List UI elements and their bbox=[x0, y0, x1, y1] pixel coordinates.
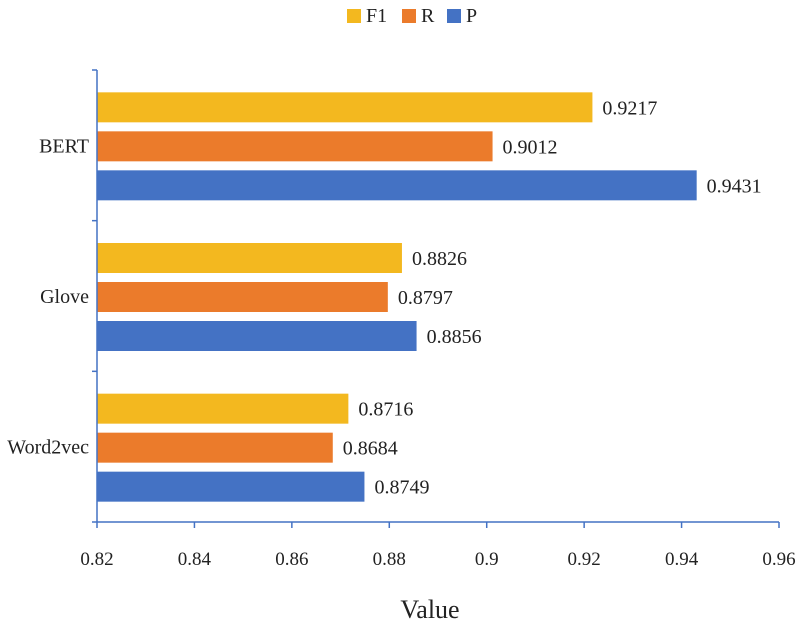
data-label-bert-p: 0.9431 bbox=[707, 175, 762, 197]
x-tick-label: 0.88 bbox=[373, 549, 406, 570]
bar-bert-p bbox=[97, 170, 697, 201]
category-label-glove: Glove bbox=[40, 286, 89, 308]
bar-bert-r bbox=[97, 131, 493, 162]
x-tick-label: 0.94 bbox=[665, 549, 699, 570]
legend-label-f1: F1 bbox=[366, 5, 387, 27]
data-label-bert-f1: 0.9217 bbox=[602, 97, 657, 119]
legend-swatch-r bbox=[402, 9, 416, 23]
category-label-word2vec: Word2vec bbox=[7, 437, 89, 459]
x-axis-title: Value bbox=[400, 595, 459, 624]
legend-label-p: P bbox=[466, 5, 477, 27]
bars bbox=[97, 92, 697, 502]
labels: 0.9217 0.9012 0.9431 BERT 0.8826 0.8797 0.8856… bbox=[7, 97, 795, 570]
axes bbox=[92, 69, 780, 528]
data-label-word2vec-f1: 0.8716 bbox=[358, 399, 413, 421]
data-label-word2vec-p: 0.8749 bbox=[374, 477, 429, 499]
legend-swatch-f1 bbox=[347, 9, 361, 23]
bar-bert-f1 bbox=[97, 92, 593, 123]
legend-label-r: R bbox=[421, 5, 435, 27]
data-label-glove-r: 0.8797 bbox=[398, 287, 453, 309]
data-label-glove-f1: 0.8826 bbox=[412, 248, 467, 270]
x-tick-label: 0.96 bbox=[762, 549, 795, 570]
bar-word2vec-p bbox=[97, 471, 365, 502]
legend: F1 R P bbox=[347, 5, 477, 27]
bar-glove-f1 bbox=[97, 243, 402, 273]
data-label-glove-p: 0.8856 bbox=[427, 326, 482, 348]
data-label-bert-r: 0.9012 bbox=[503, 136, 558, 158]
data-label-word2vec-r: 0.8684 bbox=[343, 438, 398, 460]
x-tick-label: 0.86 bbox=[275, 549, 308, 570]
category-label-bert: BERT bbox=[39, 135, 89, 157]
bar-word2vec-f1 bbox=[97, 393, 349, 424]
legend-swatch-p bbox=[447, 9, 461, 23]
x-tick-label: 0.92 bbox=[568, 549, 601, 570]
x-tick-label: 0.9 bbox=[475, 549, 499, 570]
bar-glove-r bbox=[97, 282, 388, 312]
x-tick-label: 0.82 bbox=[80, 549, 113, 570]
bar-word2vec-r bbox=[97, 432, 333, 463]
x-tick-label: 0.84 bbox=[178, 549, 212, 570]
bar-glove-p bbox=[97, 321, 417, 351]
